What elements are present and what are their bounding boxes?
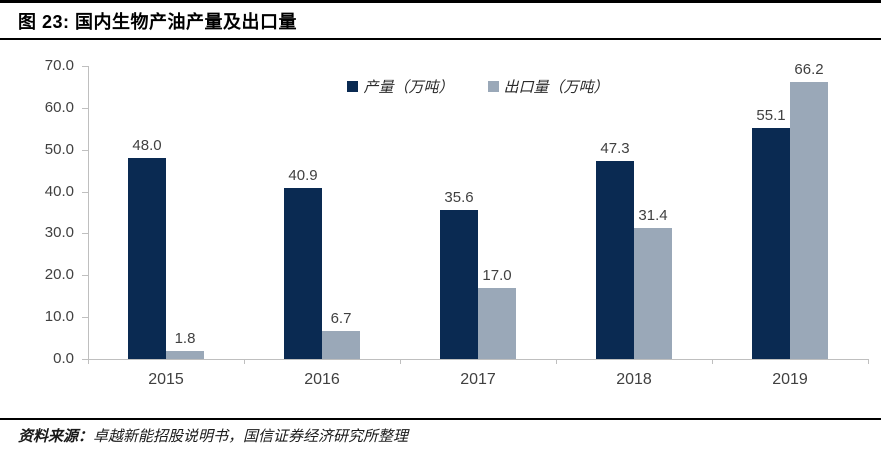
bar-production-2018: [596, 161, 634, 359]
x-tick-mark: [556, 359, 557, 364]
legend-label-production: 产量（万吨）: [363, 80, 454, 96]
source-text: 卓越新能招股说明书，国信证券经济研究所整理: [93, 429, 409, 445]
x-axis-category-label: 2016: [304, 371, 340, 388]
source-note: 资料来源：卓越新能招股说明书，国信证券经济研究所整理: [18, 425, 408, 446]
y-tick-mark: [82, 66, 88, 67]
bar-value-label-export-2015: 1.8: [174, 330, 196, 348]
bar-value-label-export-2016: 6.7: [330, 309, 352, 327]
x-tick-mark: [244, 359, 245, 364]
x-axis-category-label: 2019: [772, 371, 808, 388]
y-tick-label: 10.0: [44, 308, 74, 326]
y-tick-label: 30.0: [44, 224, 74, 242]
y-tick-label: 60.0: [44, 98, 74, 116]
top-rule: [0, 0, 881, 3]
bar-value-label-export-2017: 17.0: [482, 266, 512, 284]
bar-export-2015: [166, 351, 204, 359]
x-tick-mark: [712, 359, 713, 364]
y-tick-mark: [82, 317, 88, 319]
bar-export-2017: [478, 287, 516, 359]
x-axis-category-label: 2018: [616, 371, 652, 388]
y-tick-mark: [82, 359, 88, 360]
legend-item-export: 出口量（万吨）: [487, 76, 609, 97]
chart-legend: 产量（万吨） 出口量（万吨）: [88, 76, 868, 97]
y-tick-label: 50.0: [44, 140, 74, 158]
source-label: 资料来源：: [18, 429, 94, 445]
x-axis-category-label: 2017: [460, 371, 496, 388]
title-divider-rule: [0, 38, 881, 40]
y-tick-label: 40.0: [44, 182, 74, 200]
x-tick-mark: [868, 359, 869, 364]
bar-value-label-production-2019: 55.1: [756, 107, 786, 125]
bar-production-2017: [440, 209, 478, 359]
x-axis-line: [88, 359, 868, 360]
bar-production-2016: [284, 187, 322, 359]
y-tick-mark: [82, 191, 88, 193]
bar-value-label-export-2019: 66.2: [794, 60, 824, 78]
y-tick-mark: [82, 107, 88, 109]
bar-export-2016: [322, 330, 360, 359]
y-axis-line: [88, 66, 89, 359]
y-tick-mark: [82, 233, 88, 235]
footer-divider-rule: [0, 418, 881, 420]
bar-production-2019: [752, 128, 790, 359]
legend-item-production: 产量（万吨）: [347, 76, 454, 97]
legend-swatch-production-icon: [347, 81, 359, 92]
figure-title: 图 23: 国内生物产油产量及出口量: [18, 12, 298, 32]
bar-value-label-production-2017: 35.6: [444, 188, 474, 206]
x-axis-category-label: 2015: [148, 371, 184, 388]
bar-export-2019: [790, 81, 828, 359]
bar-chart: 产量（万吨） 出口量（万吨） 0.0 10.0 20.0 30.0 40.0 50.0 60…: [0, 46, 881, 418]
bar-export-2018: [634, 227, 672, 359]
bar-value-label-production-2016: 40.9: [288, 166, 318, 184]
y-tick-mark: [82, 149, 88, 151]
bar-value-label-production-2015: 48.0: [132, 137, 162, 155]
x-tick-mark: [400, 359, 401, 364]
y-tick-label: 70.0: [44, 57, 74, 74]
y-tick-mark: [82, 275, 88, 277]
y-tick-label: 20.0: [44, 266, 74, 284]
x-tick-mark: [88, 359, 89, 364]
legend-label-export: 出口量（万吨）: [503, 80, 609, 96]
bar-value-label-production-2018: 47.3: [600, 140, 630, 158]
y-tick-label: 0.0: [53, 350, 74, 367]
bar-production-2015: [128, 158, 166, 359]
bar-value-label-export-2018: 31.4: [638, 206, 668, 224]
legend-swatch-export-icon: [487, 81, 499, 92]
